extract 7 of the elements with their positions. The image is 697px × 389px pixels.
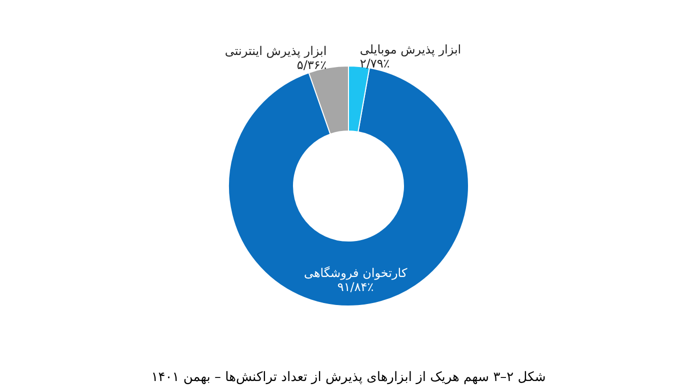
slice-label: کارتخوان فروشگاهی bbox=[304, 266, 408, 280]
text: شکل ۲–۳ سهم هریک از ابزارهای پذیرش از تعداد تراکنش‌ها – بهمن ۱۴۰۱ bbox=[151, 370, 546, 385]
data-label: ۹۱/۸۴٪ bbox=[337, 280, 374, 294]
slice-label: ابزار پذیرش موبایلی bbox=[360, 42, 462, 56]
slice-label: ابزار پذیرش اینترنتی bbox=[224, 44, 327, 58]
data-label: ۲/۷۹٪ bbox=[360, 56, 390, 70]
data-label: ۵/۳۶٪ bbox=[296, 58, 327, 72]
